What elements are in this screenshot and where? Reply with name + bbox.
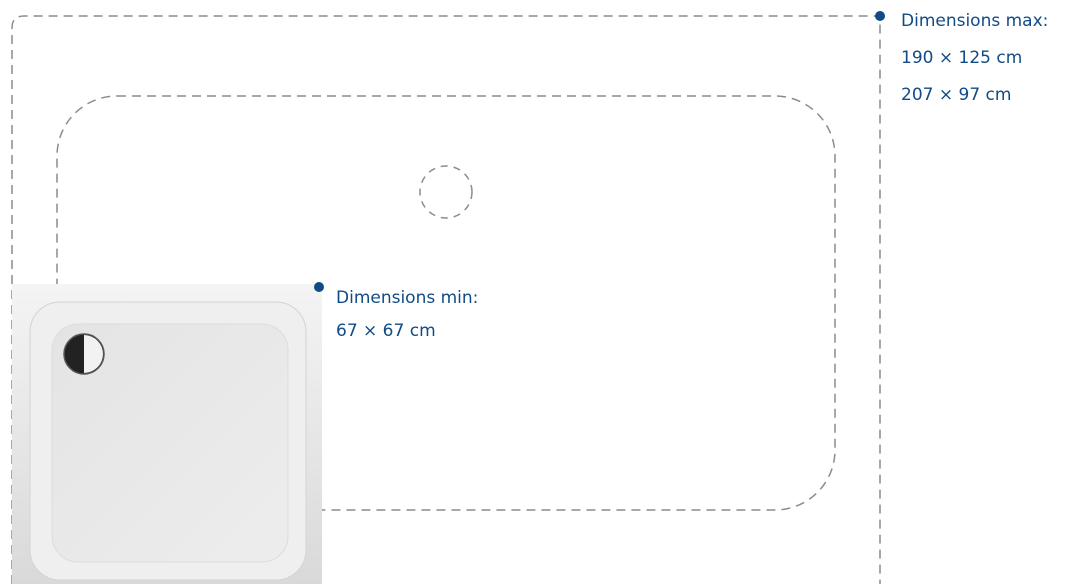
max-size-outline	[11, 15, 881, 584]
min-dimensions-label: Dimensions min: 67 × 67 cm	[336, 288, 478, 342]
min-size-value: 67 × 67 cm	[336, 321, 436, 341]
min-dimensions-heading: Dimensions min:	[336, 288, 479, 308]
max-dimensions-heading: Dimensions max:	[901, 11, 1049, 31]
dot-icon	[314, 282, 324, 292]
max-dimensions-label: Dimensions max: 190 × 125 cm 207 × 97 cm	[901, 11, 1048, 106]
tray-basin	[51, 323, 289, 563]
dot-icon	[875, 11, 885, 21]
drain-position-outline	[419, 165, 473, 219]
max-size-value: 190 × 125 cm	[901, 48, 1023, 68]
drain-icon	[63, 333, 105, 375]
max-size-value: 207 × 97 cm	[901, 85, 1012, 105]
shower-tray-image	[12, 284, 322, 584]
